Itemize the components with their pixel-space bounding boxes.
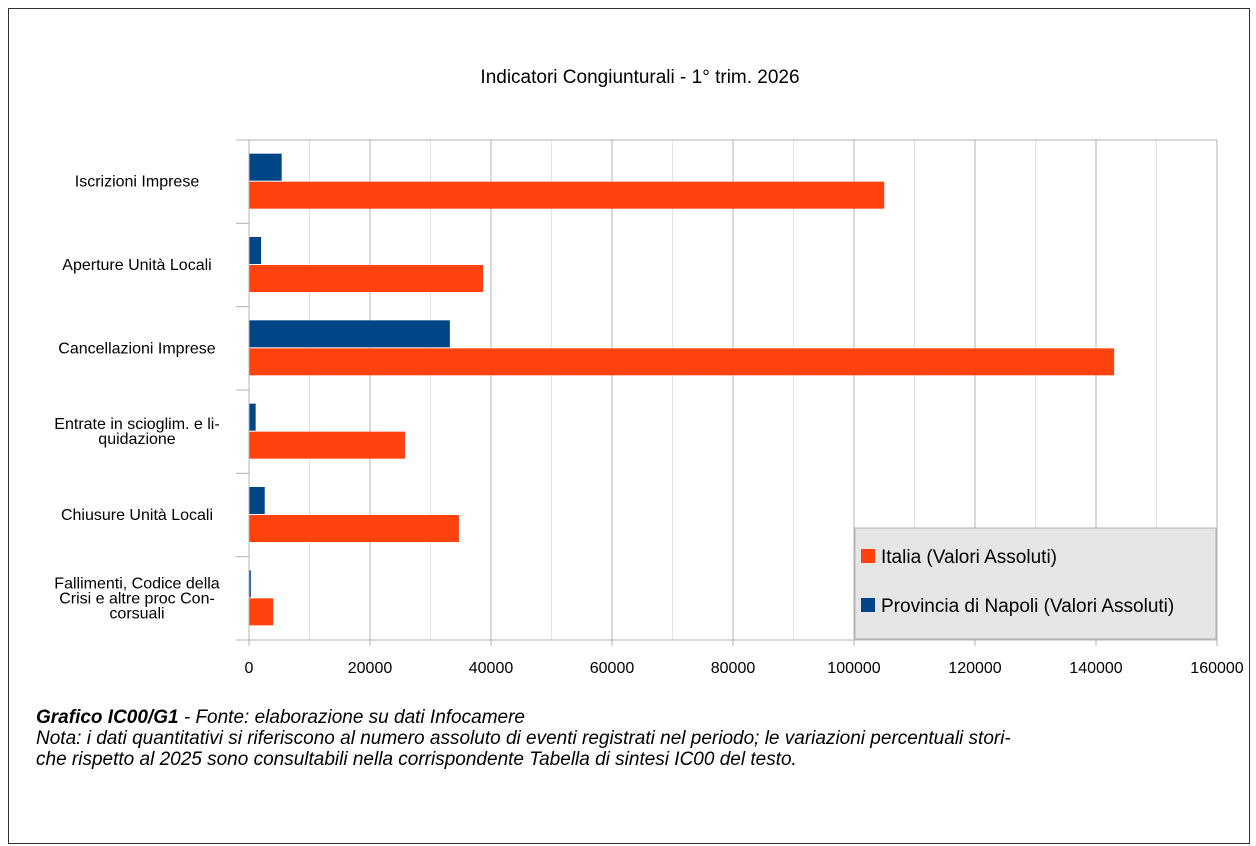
category-label: Fallimenti, Codice della Crisi e altre pr… — [54, 575, 220, 622]
category-label: Entrate in scioglim. e li-quidazione — [54, 416, 219, 448]
category-label: Aperture Unità Locali — [62, 257, 211, 274]
x-tick-label: 20000 — [348, 660, 393, 677]
x-tick-label: 60000 — [590, 660, 635, 677]
legend-swatch-italia — [861, 549, 875, 563]
category-label-line: Cancellazioni Imprese — [58, 340, 216, 357]
category-label: Chiusure Unità Locali — [61, 507, 213, 524]
x-tick-label: 120000 — [948, 660, 1001, 677]
bar-napoli — [249, 320, 450, 348]
caption-label: Grafico IC00/G1 — [36, 707, 179, 728]
bar-italia — [249, 431, 406, 459]
caption-source: - Fonte: elaborazione su dati Infocamere — [178, 707, 525, 728]
legend: Italia (Valori Assoluti) Provincia di Na… — [854, 527, 1217, 640]
caption-note-line1: Nota: i dati quantitativi si riferiscono… — [36, 728, 1011, 749]
category-label: Iscrizioni Imprese — [75, 174, 200, 191]
x-tick-label: 40000 — [469, 660, 514, 677]
category-label-line: Iscrizioni Imprese — [75, 174, 200, 191]
x-tick-label: 140000 — [1069, 660, 1122, 677]
bar-napoli — [249, 570, 251, 598]
figure-caption: Grafico IC00/G1 - Fonte: elaborazione su… — [36, 707, 1241, 770]
chart-frame — [8, 8, 1250, 844]
bar-italia — [249, 181, 885, 209]
category-label-line: Aperture Unità Locali — [62, 257, 211, 274]
category-label-line: Crisi e altre proc Con- — [59, 590, 215, 607]
bars — [249, 153, 1115, 626]
bar-napoli — [249, 153, 282, 181]
bar-italia — [249, 598, 274, 626]
category-label: Cancellazioni Imprese — [58, 340, 216, 357]
x-tick-label: 0 — [245, 660, 254, 677]
bar-italia — [249, 515, 459, 542]
bar-napoli — [249, 237, 262, 264]
bar-italia — [249, 348, 1115, 376]
category-label-line: quidazione — [98, 431, 176, 448]
category-label-line: Fallimenti, Codice della — [54, 575, 220, 592]
chart-title: Indicatori Congiunturali - 1° trim. 2026 — [480, 67, 799, 88]
bar-napoli — [249, 487, 265, 514]
category-label-line: corsuali — [109, 605, 164, 622]
category-labels: Iscrizioni Imprese Aperture Unità Locali C… — [54, 174, 220, 623]
axes: 0 20000 40000 60000 80000 100000 120000 140000 1… — [236, 139, 1244, 677]
legend-box — [854, 527, 1217, 640]
category-label-line: Chiusure Unità Locali — [61, 507, 213, 524]
legend-label-italia: Italia (Valori Assoluti) — [881, 547, 1057, 568]
category-label-line: Entrate in scioglim. e li- — [54, 416, 219, 433]
grid — [249, 139, 1218, 640]
legend-label-napoli: Provincia di Napoli (Valori Assoluti) — [881, 596, 1174, 617]
x-tick-label: 160000 — [1190, 660, 1243, 677]
x-tick-label: 80000 — [711, 660, 756, 677]
legend-swatch-napoli — [861, 598, 875, 612]
caption-note-line2: che rispetto al 2025 sono consultabili n… — [36, 749, 797, 770]
bar-napoli — [249, 403, 256, 431]
x-tick-label: 100000 — [827, 660, 880, 677]
bar-italia — [249, 265, 484, 292]
